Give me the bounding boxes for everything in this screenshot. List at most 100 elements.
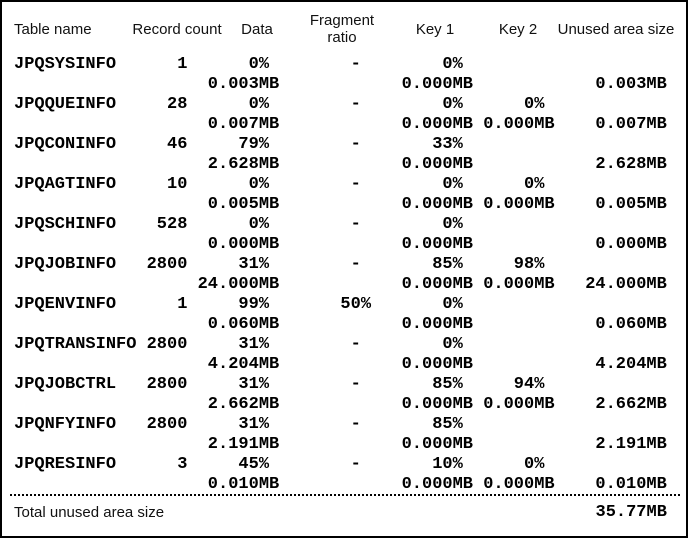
cell-unused-area-size: 0.000 <box>595 235 647 254</box>
cell-table-name: JPQQUEINFO <box>14 95 117 114</box>
report-row: JPQJOBCTRL 2800 31% -85% 94% 2.662 MB 0.000 MB 0.… <box>14 375 667 415</box>
cell-key2-size-unit <box>534 75 554 95</box>
cell-unused-blank-unit <box>646 55 666 75</box>
cell-key2-percent <box>473 55 534 75</box>
cell-fragment-blank <box>279 75 361 95</box>
cell-key1-size: 0.000 <box>401 315 453 334</box>
cell-key2-size-unit <box>534 235 554 255</box>
cell-table-name: JPQAGTINFO <box>14 175 117 194</box>
cell-key1-size-unit: MB <box>452 75 474 94</box>
cell-key2-percent-unit <box>534 55 554 75</box>
cell-fragment-ratio-unit: % <box>360 295 372 314</box>
cell-data-size-unit: MB <box>258 275 280 294</box>
row-line-size: 2.191 MB 0.000 MB 2.191 MB <box>14 435 667 455</box>
cell-unused-area-size-unit: MB <box>646 355 667 374</box>
row-line-size: 0.010 MB 0.000 MB 0.000 MB 0.010 MB <box>14 475 667 495</box>
cell-unused-blank-unit <box>646 175 666 195</box>
cell-data-size-unit: MB <box>258 475 280 494</box>
cell-record-count: 1 <box>177 55 188 74</box>
cell-key2-percent-unit <box>534 415 554 435</box>
cell-fragment-blank-unit <box>361 435 371 455</box>
cell-fragment-ratio-unit <box>361 415 371 435</box>
cell-unused-blank <box>555 295 647 315</box>
cell-data-size-unit: MB <box>258 155 280 174</box>
total-row: Total unused area size 35.77 MB <box>14 503 667 523</box>
row-line-percent: JPQSYSINFO 1 0% - 0% <box>14 55 667 75</box>
cell-key2-percent-unit: % <box>534 255 545 274</box>
row-line-percent: JPQNFYINFO 2800 31% - 85% <box>14 415 667 435</box>
row-line-size: 0.007 MB 0.000 MB 0.000 MB 0.007 MB <box>14 115 667 135</box>
cell-table-name-blank <box>14 115 147 135</box>
cell-key1-percent: 0 <box>442 215 453 234</box>
cell-data-size: 2.628 <box>207 155 259 174</box>
cell-data-size-unit: MB <box>258 435 280 454</box>
cell-table-name: JPQNFYINFO <box>14 415 117 434</box>
cell-unused-blank <box>555 375 647 395</box>
cell-data-percent-unit: % <box>258 335 270 354</box>
cell-data-percent-unit: % <box>258 375 270 394</box>
cell-table-name-blank <box>14 75 147 95</box>
cell-data-size-unit: MB <box>258 355 280 374</box>
cell-record-count: 528 <box>156 215 188 234</box>
cell-data-percent: 45 <box>238 455 259 474</box>
cell-unused-area-size: 0.007 <box>595 115 647 134</box>
cell-unused-blank-unit <box>646 335 666 355</box>
cell-key2-size-unit: MB <box>534 395 555 414</box>
cell-key2-size-unit <box>534 315 554 335</box>
cell-fragment-blank-unit <box>361 115 371 135</box>
cell-fragment-blank <box>279 195 361 215</box>
cell-data-percent: 0 <box>248 175 259 194</box>
cell-data-percent-unit: % <box>258 415 270 434</box>
row-line-size: 4.204 MB 0.000 MB 4.204 MB <box>14 355 667 375</box>
cell-fragment-blank <box>279 475 361 495</box>
cell-key1-percent-unit: % <box>452 415 463 434</box>
cell-table-name: JPQSYSINFO <box>14 55 117 74</box>
cell-data-size-unit: MB <box>258 115 280 134</box>
cell-key1-size: 0.000 <box>401 155 453 174</box>
cell-record-blank <box>147 195 188 215</box>
cell-record-blank <box>147 115 188 135</box>
cell-fragment-ratio-unit <box>361 55 371 75</box>
cell-unused-area-size-unit: MB <box>646 195 667 214</box>
report-row: JPQNFYINFO 2800 31% -85% 2.191 MB 0.000 MB 2.191… <box>14 415 667 455</box>
cell-fragment-ratio: - <box>350 95 361 114</box>
cell-table-name: JPQTRANSINFO <box>14 335 137 354</box>
cell-key1-size: 0.000 <box>401 435 453 454</box>
cell-data-percent-unit: % <box>258 455 270 474</box>
cell-key2-size <box>473 75 534 95</box>
cell-unused-blank-unit <box>646 295 666 315</box>
cell-key2-size-unit: MB <box>534 195 555 214</box>
cell-data-size-unit: MB <box>258 75 280 94</box>
cell-data-size: 0.007 <box>207 115 259 134</box>
cell-key1-percent-unit: % <box>452 215 463 234</box>
cell-data-percent-unit: % <box>258 55 270 74</box>
cell-key1-percent-unit: % <box>452 135 463 154</box>
cell-unused-blank-unit <box>646 375 666 395</box>
cell-record-blank <box>147 155 188 175</box>
cell-table-name-blank <box>14 315 147 335</box>
cell-key1-percent: 0 <box>442 295 453 314</box>
cell-unused-blank-unit <box>646 95 666 115</box>
cell-fragment-ratio-unit <box>361 95 371 115</box>
cell-key2-size: 0.000 <box>483 395 535 414</box>
column-header-table-name: Table name <box>14 21 92 38</box>
cell-fragment-blank <box>279 155 361 175</box>
cell-fragment-blank-unit <box>361 275 371 295</box>
cell-unused-area-size: 0.060 <box>595 315 647 334</box>
cell-data-percent-unit: % <box>258 175 270 194</box>
cell-unused-blank <box>555 255 647 275</box>
cell-fragment-blank <box>279 115 361 135</box>
cell-data-size: 4.204 <box>207 355 259 374</box>
cell-table-name: JPQSCHINFO <box>14 215 117 234</box>
cell-unused-blank <box>555 455 647 475</box>
cell-unused-area-size: 0.010 <box>595 475 647 494</box>
cell-unused-area-size: 0.005 <box>595 195 647 214</box>
cell-data-percent-unit: % <box>258 95 270 114</box>
cell-key1-percent-unit: % <box>452 175 463 194</box>
report-row: JPQSCHINFO 528 0% -0% 0.000 MB 0.000 MB 0.000 MB <box>14 215 667 255</box>
cell-key2-percent <box>473 295 534 315</box>
cell-data-percent-unit: % <box>258 215 270 234</box>
cell-record-count: 2800 <box>146 415 188 434</box>
cell-data-size-unit: MB <box>258 395 280 414</box>
column-header-key1: Key 1 <box>415 21 455 38</box>
